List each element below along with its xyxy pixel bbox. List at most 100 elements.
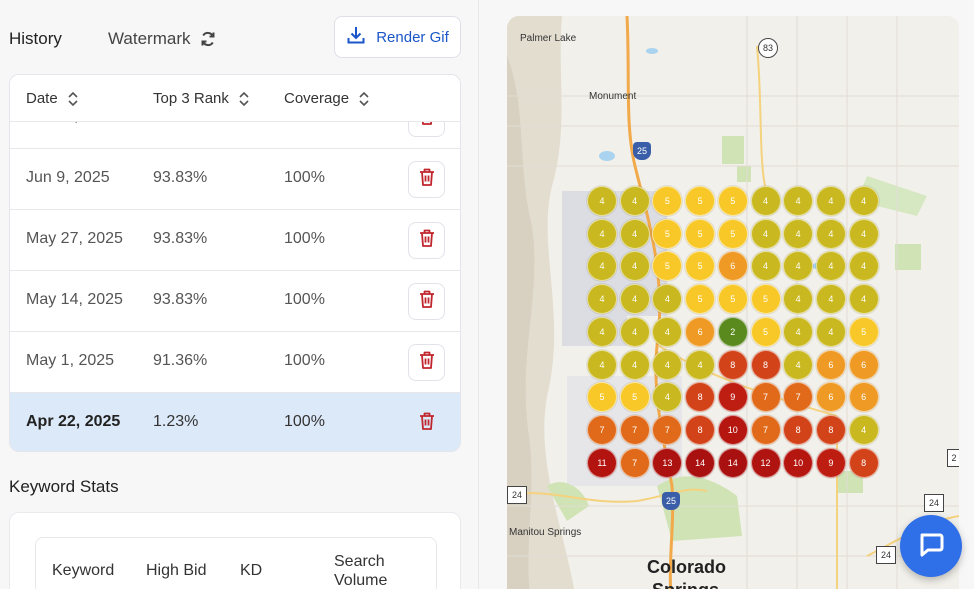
rank-dot[interactable]: 13 [652,447,683,478]
rank-dot[interactable]: 5 [685,284,716,315]
delete-button[interactable] [408,344,445,381]
rank-dot[interactable]: 4 [619,316,650,347]
rank-dot[interactable]: 4 [815,218,846,249]
rank-dot[interactable]: 7 [750,414,781,445]
rank-dot[interactable]: 4 [587,186,617,216]
rank-dot[interactable]: 4 [685,349,716,380]
rank-dot[interactable]: 9 [815,447,846,478]
rank-dot[interactable]: 5 [652,218,683,249]
rank-dot[interactable]: 14 [717,447,748,478]
rank-dot[interactable]: 4 [815,316,846,347]
rank-dot[interactable]: 5 [685,186,716,216]
kw-header-search-volume[interactable]: Search Volume [334,553,388,589]
rank-dot[interactable]: 4 [848,414,879,445]
rank-dot[interactable]: 4 [587,218,617,249]
rank-dot[interactable]: 11 [587,447,617,478]
rank-dot[interactable]: 10 [717,414,748,445]
rank-dot[interactable]: 4 [783,186,814,216]
rank-dot[interactable]: 4 [619,186,650,216]
rank-dot[interactable]: 4 [652,284,683,315]
rank-dot[interactable]: 4 [783,218,814,249]
rank-dot[interactable]: 2 [717,316,748,347]
rank-dot[interactable]: 7 [619,447,650,478]
rank-dot[interactable]: 4 [750,251,781,282]
rank-dot[interactable]: 8 [685,414,716,445]
rank-dot[interactable]: 6 [815,382,846,413]
watermark-toggle[interactable]: Watermark [108,29,216,49]
rank-dot[interactable]: 5 [685,218,716,249]
rank-dot[interactable]: 5 [717,218,748,249]
rank-dot[interactable]: 6 [815,349,846,380]
table-row[interactable]: Jun 9, 2025 93.83% 100% [10,149,460,210]
header-top3-rank[interactable]: Top 3 Rank [153,90,250,107]
rank-dot[interactable]: 5 [750,316,781,347]
rank-dot[interactable]: 10 [783,447,814,478]
rank-dot[interactable]: 4 [783,251,814,282]
rank-dot[interactable]: 6 [848,349,879,380]
header-date[interactable]: Date [26,90,79,107]
rank-dot[interactable]: 5 [717,186,748,216]
rank-dot[interactable]: 5 [750,284,781,315]
kw-header-kd[interactable]: KD [240,562,263,579]
rank-dot[interactable]: 9 [717,382,748,413]
rank-dot[interactable]: 4 [750,186,781,216]
rank-dot[interactable]: 4 [848,251,879,282]
rank-dot[interactable]: 4 [815,284,846,315]
rank-dot[interactable]: 7 [587,414,617,445]
refresh-icon[interactable] [200,31,216,47]
rank-dot[interactable]: 4 [619,284,650,315]
rank-dot[interactable]: 8 [848,447,879,478]
rank-dot[interactable]: 4 [848,284,879,315]
rank-dot[interactable]: 4 [652,382,683,413]
rank-dot[interactable]: 7 [750,382,781,413]
rank-dot[interactable]: 4 [815,186,846,216]
rank-dot[interactable]: 4 [848,218,879,249]
header-coverage[interactable]: Coverage [284,90,370,107]
kw-header-high-bid[interactable]: High Bid [146,562,207,579]
table-row[interactable]: Apr 22, 2025 1.23% 100% [10,393,460,451]
rank-dot[interactable]: 4 [587,251,617,282]
rank-dot[interactable]: 8 [815,414,846,445]
rank-dot[interactable]: 6 [685,316,716,347]
rank-dot[interactable]: 4 [652,349,683,380]
rank-dot[interactable]: 5 [685,251,716,282]
rank-dot[interactable]: 4 [848,186,879,216]
delete-button[interactable] [408,283,445,320]
rank-dot[interactable]: 7 [619,414,650,445]
delete-button[interactable] [408,405,445,442]
rank-dot[interactable]: 12 [750,447,781,478]
delete-button[interactable] [408,161,445,198]
chat-button[interactable] [900,515,962,577]
table-row[interactable]: May 1, 2025 91.36% 100% [10,332,460,393]
rank-dot[interactable]: 5 [652,251,683,282]
rank-dot[interactable]: 5 [587,382,617,413]
rank-dot[interactable]: 5 [717,284,748,315]
rank-dot[interactable]: 8 [750,349,781,380]
render-gif-button[interactable]: Render Gif [334,16,461,58]
rank-dot[interactable]: 8 [685,382,716,413]
rank-dot[interactable]: 6 [717,251,748,282]
rank-dot[interactable]: 4 [783,284,814,315]
rank-dot[interactable]: 4 [750,218,781,249]
rank-dot[interactable]: 4 [783,316,814,347]
kw-header-keyword[interactable]: Keyword [52,562,115,579]
rank-dot[interactable]: 4 [587,316,617,347]
rank-dot[interactable]: 5 [652,186,683,216]
rank-dot[interactable]: 4 [619,349,650,380]
rank-dot[interactable]: 4 [587,349,617,380]
delete-button[interactable] [408,222,445,259]
rank-dot[interactable]: 7 [652,414,683,445]
rank-dot[interactable]: 4 [815,251,846,282]
rank-dot[interactable]: 4 [652,316,683,347]
rank-dot[interactable]: 6 [848,382,879,413]
rank-dot[interactable]: 7 [783,382,814,413]
rank-dot[interactable]: 8 [717,349,748,380]
rank-dot[interactable]: 8 [783,414,814,445]
table-row[interactable]: May 27, 2025 93.83% 100% [10,210,460,271]
table-row[interactable]: May 14, 2025 93.83% 100% [10,271,460,332]
rank-dot[interactable]: 14 [685,447,716,478]
rank-dot[interactable]: 4 [619,251,650,282]
rank-dot[interactable]: 4 [587,284,617,315]
rank-grid-map[interactable]: Palmer Lake Monument Manitou Springs Col… [507,16,959,589]
rank-dot[interactable]: 5 [619,382,650,413]
